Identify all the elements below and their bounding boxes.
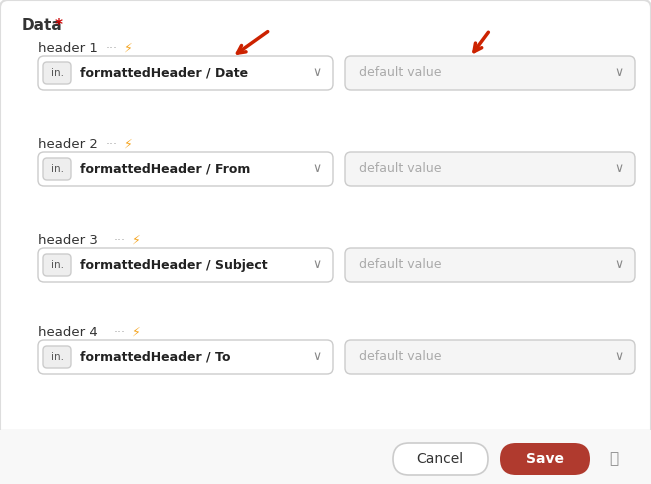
Text: ∨: ∨ [312,350,322,363]
Text: ∨: ∨ [615,258,624,272]
Text: default value: default value [359,163,441,176]
Text: ∨: ∨ [615,66,624,79]
Text: ∨: ∨ [312,66,322,79]
FancyBboxPatch shape [43,62,71,84]
Text: header 1: header 1 [38,42,98,55]
Text: header 3: header 3 [38,234,98,247]
Text: ∨: ∨ [312,163,322,176]
FancyBboxPatch shape [43,158,71,180]
FancyBboxPatch shape [38,152,333,186]
FancyBboxPatch shape [345,248,635,282]
Text: header 4: header 4 [38,326,98,339]
Text: 🗑: 🗑 [609,452,618,467]
Text: ⚡: ⚡ [124,42,133,55]
FancyBboxPatch shape [38,56,333,90]
Text: header 2: header 2 [38,138,98,151]
Text: Data: Data [22,18,62,33]
FancyBboxPatch shape [500,443,590,475]
FancyBboxPatch shape [393,443,488,475]
Text: ⚡: ⚡ [124,138,133,151]
Text: in.: in. [51,68,64,78]
Text: ···: ··· [106,42,118,55]
Text: formattedHeader / To: formattedHeader / To [80,350,230,363]
Text: *: * [55,18,63,33]
Text: in.: in. [51,352,64,362]
Text: in.: in. [51,260,64,270]
Text: Save: Save [526,452,564,466]
Text: ∨: ∨ [615,350,624,363]
Text: ···: ··· [114,326,126,339]
Text: ∨: ∨ [312,258,322,272]
FancyBboxPatch shape [38,340,333,374]
Text: ∨: ∨ [615,163,624,176]
Text: in.: in. [51,164,64,174]
Text: formattedHeader / Subject: formattedHeader / Subject [80,258,268,272]
Text: Cancel: Cancel [417,452,464,466]
Text: ⚡: ⚡ [132,326,141,339]
Text: ···: ··· [106,138,118,151]
FancyBboxPatch shape [38,248,333,282]
FancyBboxPatch shape [345,56,635,90]
FancyBboxPatch shape [43,254,71,276]
Text: formattedHeader / From: formattedHeader / From [80,163,251,176]
FancyBboxPatch shape [43,346,71,368]
Text: formattedHeader / Date: formattedHeader / Date [80,66,248,79]
FancyBboxPatch shape [345,340,635,374]
Text: default value: default value [359,258,441,272]
FancyBboxPatch shape [345,152,635,186]
Text: default value: default value [359,66,441,79]
Bar [0,430,651,484]
Text: ···: ··· [114,234,126,247]
Text: ⚡: ⚡ [132,234,141,247]
Text: default value: default value [359,350,441,363]
